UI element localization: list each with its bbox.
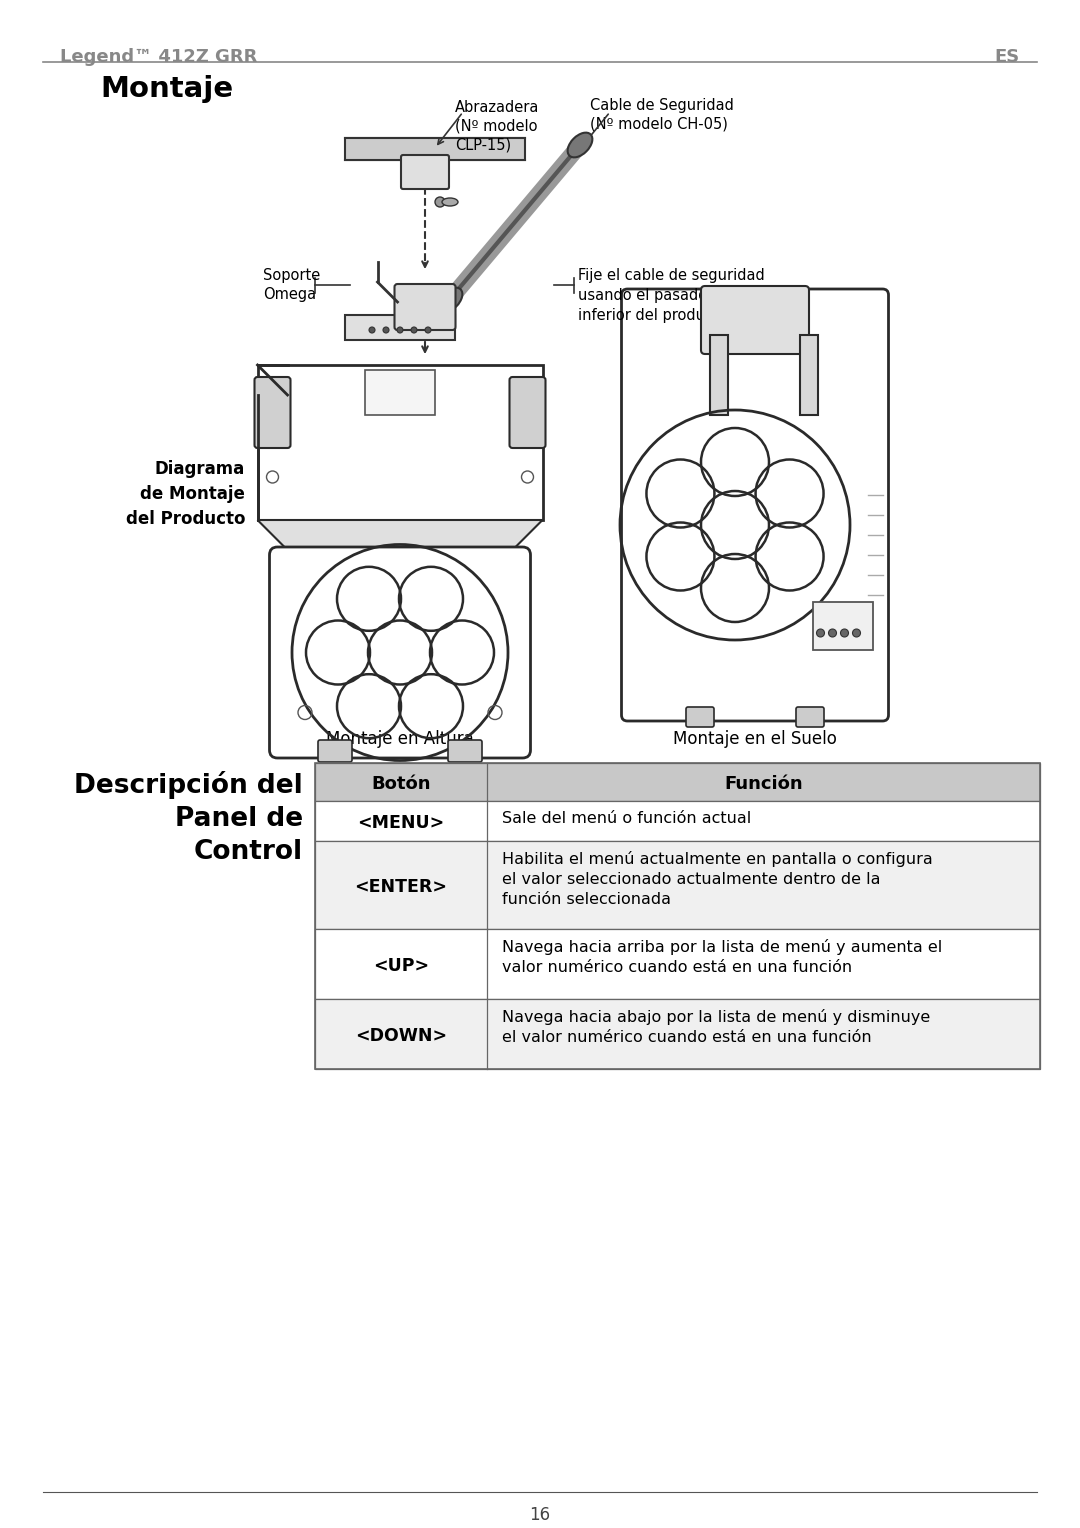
FancyBboxPatch shape	[686, 707, 714, 727]
Text: Navega hacia arriba por la lista de menú y aumenta el
valor numérico cuando está: Navega hacia arriba por la lista de menú…	[502, 940, 942, 975]
Circle shape	[383, 327, 389, 333]
FancyBboxPatch shape	[701, 286, 809, 354]
Text: <ENTER>: <ENTER>	[354, 879, 447, 895]
Ellipse shape	[442, 199, 458, 206]
Circle shape	[426, 327, 431, 333]
Text: Diagrama
de Montaje
del Producto: Diagrama de Montaje del Producto	[125, 460, 245, 529]
Circle shape	[840, 630, 849, 637]
Bar	[315, 840, 1040, 929]
Circle shape	[828, 630, 837, 637]
Text: Fije el cable de seguridad
usando el pasador de la parte
inferior del producto.: Fije el cable de seguridad usando el pas…	[578, 267, 798, 322]
Bar	[315, 999, 1040, 1070]
Text: Sale del menú o función actual: Sale del menú o función actual	[502, 811, 752, 827]
Text: Cable de Seguridad
(Nº modelo CH-05): Cable de Seguridad (Nº modelo CH-05)	[590, 98, 734, 131]
Text: <MENU>: <MENU>	[357, 814, 445, 833]
Bar	[315, 929, 1040, 999]
Bar	[800, 335, 818, 416]
Text: Descripción del
Panel de
Control: Descripción del Panel de Control	[75, 772, 303, 865]
Text: Soporte
Omega: Soporte Omega	[264, 267, 321, 301]
Text: Montaje: Montaje	[100, 75, 233, 102]
FancyBboxPatch shape	[621, 289, 889, 721]
Text: ES: ES	[995, 47, 1020, 66]
Circle shape	[397, 327, 403, 333]
FancyBboxPatch shape	[448, 740, 482, 762]
FancyBboxPatch shape	[318, 740, 352, 762]
FancyBboxPatch shape	[401, 154, 449, 189]
Circle shape	[411, 327, 417, 333]
Circle shape	[852, 630, 861, 637]
Text: Función: Función	[725, 775, 802, 793]
Bar	[315, 801, 1040, 840]
Bar	[315, 762, 1040, 801]
Text: Montaje en Altura: Montaje en Altura	[326, 730, 474, 749]
Text: 16: 16	[529, 1507, 551, 1523]
Text: Botón: Botón	[372, 775, 431, 793]
Bar	[315, 762, 1040, 1070]
Text: Habilita el menú actualmente en pantalla o configura
el valor seleccionado actua: Habilita el menú actualmente en pantalla…	[502, 851, 933, 908]
Ellipse shape	[437, 287, 462, 312]
Text: <UP>: <UP>	[373, 957, 429, 975]
Bar	[812, 602, 873, 649]
Text: Abrazadera
(Nº modelo
CLP-15): Abrazadera (Nº modelo CLP-15)	[455, 99, 539, 153]
Bar	[345, 138, 525, 160]
FancyBboxPatch shape	[270, 547, 530, 758]
Text: Montaje en el Suelo: Montaje en el Suelo	[673, 730, 837, 749]
Bar	[710, 335, 728, 416]
FancyBboxPatch shape	[796, 707, 824, 727]
Ellipse shape	[568, 133, 592, 157]
Text: Navega hacia abajo por la lista de menú y disminuye
el valor numérico cuando est: Navega hacia abajo por la lista de menú …	[502, 1008, 930, 1045]
Text: <DOWN>: <DOWN>	[355, 1027, 447, 1045]
Circle shape	[435, 197, 445, 206]
Polygon shape	[257, 520, 542, 555]
FancyBboxPatch shape	[394, 284, 456, 330]
Bar	[345, 315, 455, 341]
Circle shape	[816, 630, 824, 637]
FancyBboxPatch shape	[257, 365, 542, 520]
Bar	[365, 370, 435, 416]
Text: Legend™ 412Z GRR: Legend™ 412Z GRR	[60, 47, 257, 66]
Circle shape	[369, 327, 375, 333]
FancyBboxPatch shape	[255, 377, 291, 448]
FancyBboxPatch shape	[510, 377, 545, 448]
